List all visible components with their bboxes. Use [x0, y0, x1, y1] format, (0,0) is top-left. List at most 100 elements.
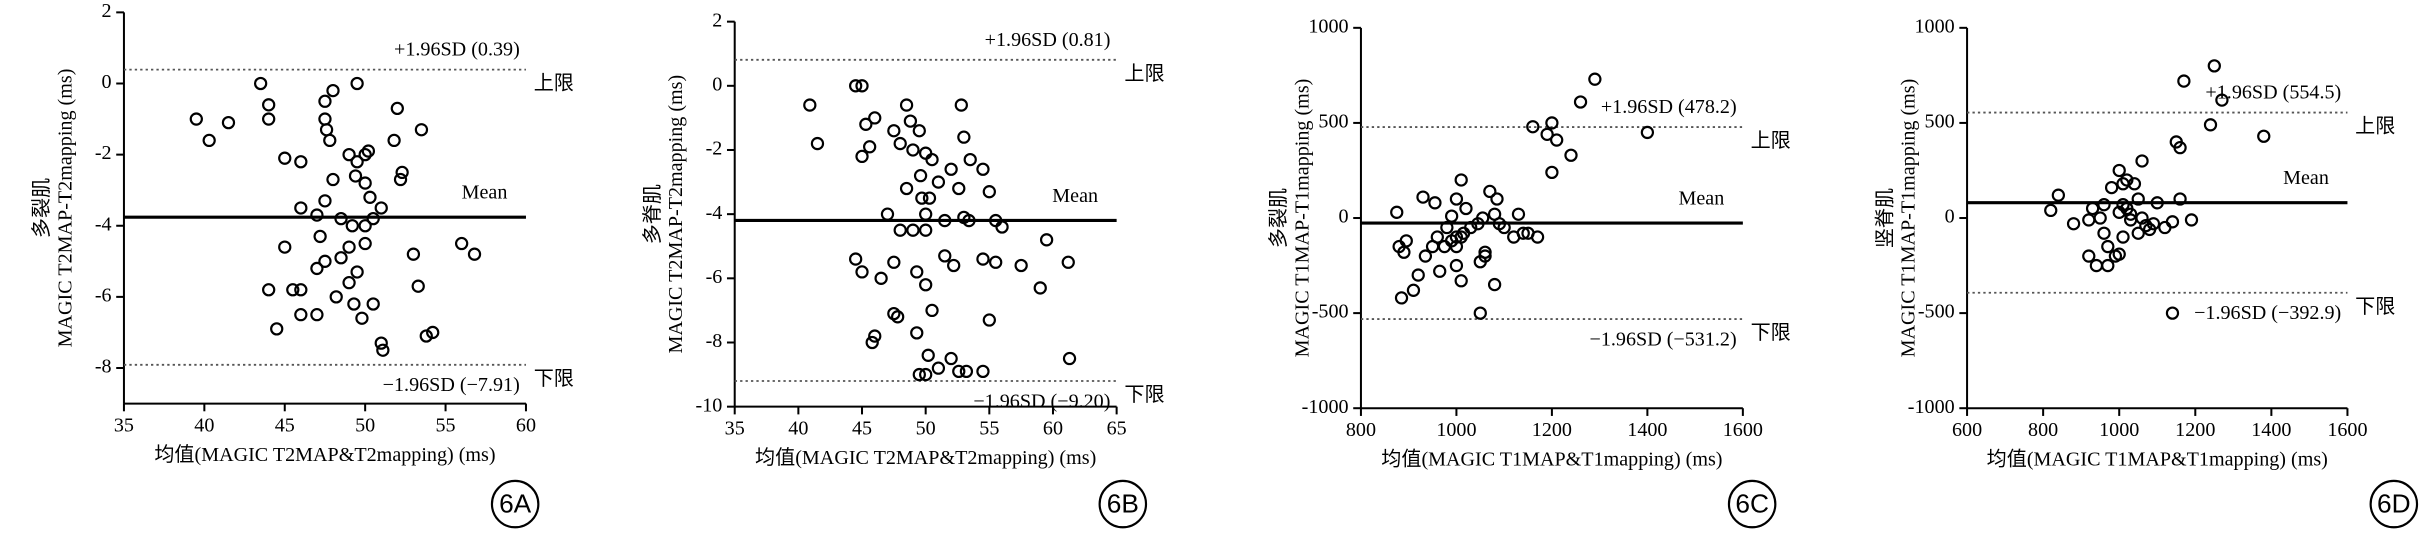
y-tick-label: 1000 — [1308, 15, 1348, 37]
data-point — [345, 219, 359, 233]
data-point — [922, 191, 937, 205]
y-axis-label: 多脊肌 — [641, 184, 664, 244]
data-point — [2116, 230, 2130, 244]
upper-label: +1.96SD (0.81) — [985, 29, 1111, 51]
data-point — [962, 213, 976, 228]
x-tick-label: 45 — [275, 414, 295, 436]
data-point — [976, 252, 990, 266]
data-point — [2139, 218, 2153, 233]
data-point — [919, 146, 933, 160]
x-tick-label: 50 — [916, 417, 936, 439]
data-point — [2082, 213, 2096, 227]
data-point — [912, 124, 926, 138]
data-point — [1394, 291, 1409, 305]
x-tick-label: 35 — [725, 417, 745, 439]
data-point — [921, 348, 935, 362]
x-axis-label: 均值(MAGIC T1MAP&T1mapping) (ms) — [1381, 447, 1722, 470]
data-point — [963, 152, 977, 167]
data-point — [1497, 220, 1511, 235]
data-point — [374, 201, 388, 215]
data-point — [262, 98, 276, 112]
data-point — [1454, 274, 1468, 288]
data-point — [1430, 230, 1444, 244]
data-point — [982, 185, 996, 199]
data-point — [2207, 59, 2221, 73]
data-point — [1545, 116, 1559, 130]
data-point — [810, 136, 825, 151]
data-point — [2085, 201, 2100, 216]
data-point — [880, 207, 895, 221]
x-tick-label: 35 — [114, 414, 134, 436]
data-point — [358, 176, 372, 190]
data-point — [1428, 196, 1442, 210]
data-point — [2173, 141, 2187, 155]
data-point — [989, 255, 1003, 269]
data-point — [1440, 220, 1454, 235]
data-point — [2120, 173, 2134, 187]
data-point — [1511, 207, 1526, 221]
data-point — [366, 297, 380, 311]
y-axis-label: MAGIC T1MAP-T1mapping (ms) — [1897, 79, 1919, 358]
data-point — [2097, 198, 2111, 212]
data-point — [202, 133, 216, 148]
data-point — [348, 169, 363, 183]
data-point — [1459, 201, 1473, 216]
data-point — [1433, 264, 1447, 278]
data-point — [947, 258, 961, 273]
data-point — [2112, 247, 2126, 261]
data-point — [313, 229, 327, 244]
data-point — [2165, 306, 2180, 320]
lower-tag: 下限 — [1124, 383, 1164, 406]
y-axis-label: 多裂肌 — [30, 178, 53, 238]
y-tick-label: -6 — [706, 266, 723, 288]
data-point — [952, 181, 966, 196]
data-point — [1390, 205, 1404, 219]
upper-label: +1.96SD (0.39) — [394, 39, 520, 61]
y-tick-label: -2 — [95, 142, 112, 164]
mean-label: Mean — [2283, 167, 2329, 189]
data-point — [358, 219, 372, 233]
lower-tag: 下限 — [1751, 321, 1791, 344]
y-axis-label: 多裂肌 — [1267, 188, 1290, 248]
data-point — [1478, 249, 1492, 263]
data-point — [1588, 72, 1602, 86]
data-point — [334, 251, 348, 265]
data-point — [2093, 211, 2107, 225]
data-point — [1416, 190, 1430, 204]
data-point — [310, 261, 324, 276]
data-point — [893, 223, 907, 237]
y-axis-label: 竖脊肌 — [1873, 188, 1896, 248]
data-point — [1516, 226, 1530, 240]
y-axis-label: MAGIC T1MAP-T1mapping (ms) — [1291, 79, 1313, 358]
data-point — [1545, 165, 1559, 180]
x-tick-label: 1600 — [1723, 419, 1763, 441]
data-point — [363, 190, 377, 204]
data-point — [189, 112, 203, 126]
data-point — [1564, 148, 1578, 162]
x-tick-label: 1200 — [1532, 419, 1572, 441]
upper-tag: 上限 — [2355, 115, 2395, 138]
data-point — [2150, 196, 2164, 210]
y-tick-label: -500 — [1918, 301, 1955, 323]
x-tick-label: 800 — [2028, 419, 2058, 441]
data-point — [874, 271, 888, 285]
data-point — [1526, 120, 1540, 134]
data-point — [361, 144, 376, 158]
data-point — [221, 115, 236, 130]
y-tick-label: -8 — [706, 330, 723, 352]
data-point — [1640, 125, 1655, 140]
mean-label: Mean — [462, 182, 508, 204]
data-point — [1033, 281, 1047, 295]
data-point — [957, 130, 971, 144]
data-point — [995, 220, 1009, 234]
lower-label: −1.96SD (−9.20) — [973, 390, 1110, 412]
x-tick-label: 55 — [436, 414, 456, 436]
data-point — [868, 111, 882, 125]
data-point — [976, 162, 990, 176]
data-point — [1399, 234, 1413, 248]
data-point — [278, 151, 292, 165]
mean-label: Mean — [1052, 185, 1098, 207]
data-point — [1062, 351, 1077, 366]
data-point — [855, 265, 869, 279]
